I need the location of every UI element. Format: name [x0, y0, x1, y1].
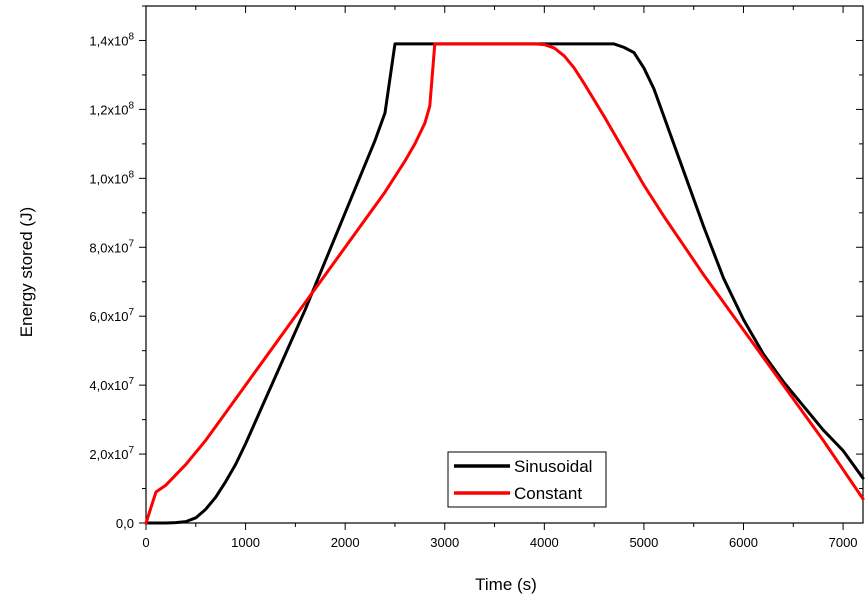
legend-box — [447, 451, 607, 508]
y-tick-label: 0,0 — [116, 516, 134, 531]
x-tick-label: 6000 — [729, 535, 758, 550]
axis-ticks — [139, 5, 863, 530]
y-tick-label: 8,0x107 — [89, 238, 134, 255]
y-tick-label: 1,0x108 — [89, 169, 134, 186]
y-axis-title: Energy stored (J) — [17, 207, 36, 337]
x-tick-label: 7000 — [829, 535, 858, 550]
series-line-sinusoidal — [144, 42, 865, 525]
axis-tick-labels: 0 1000 2000 3000 4000 5000 6000 7000 0,0 2,0x107 4… — [89, 31, 857, 550]
legend-label-constant: Constant — [514, 484, 582, 503]
x-tick-label: 2000 — [331, 535, 360, 550]
series-line-constant — [144, 42, 865, 525]
y-tick-label: 1,4x108 — [89, 31, 134, 48]
x-tick-label: 3000 — [430, 535, 459, 550]
series-layer — [144, 42, 865, 525]
plot-area-border — [145, 5, 864, 524]
x-tick-label: 0 — [142, 535, 149, 550]
y-tick-label: 1,2x108 — [89, 100, 134, 117]
legend: Sinusoidal Constant — [447, 451, 607, 508]
x-tick-label: 1000 — [231, 535, 260, 550]
x-axis-title: Time (s) — [475, 575, 537, 594]
y-tick-label: 2,0x107 — [89, 445, 134, 462]
x-tick-label: 4000 — [530, 535, 559, 550]
x-tick-label: 5000 — [629, 535, 658, 550]
plot-frame — [145, 5, 864, 524]
legend-label-sinusoidal: Sinusoidal — [514, 457, 592, 476]
y-tick-label: 4,0x107 — [89, 376, 134, 393]
y-tick-label: 6,0x107 — [89, 307, 134, 324]
